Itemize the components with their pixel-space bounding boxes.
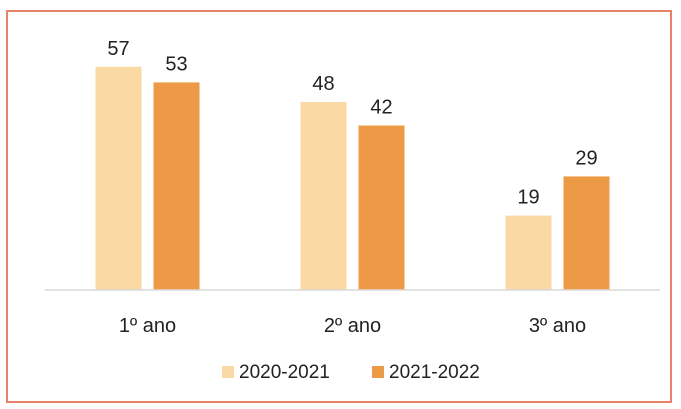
bar-2020-2021-1 bbox=[95, 66, 142, 290]
bars-layer bbox=[95, 66, 610, 291]
bar-2021-2022-3 bbox=[563, 176, 610, 290]
labels-layer: 57 53 1º ano 48 42 2º ano 19 29 3º ano bbox=[107, 38, 597, 337]
data-label: 57 bbox=[107, 38, 129, 60]
category-label: 3º ano bbox=[529, 315, 586, 337]
legend-label: 2020-2021 bbox=[239, 362, 330, 383]
category-label: 1º ano bbox=[119, 315, 176, 337]
data-label: 53 bbox=[165, 53, 187, 75]
data-label: 42 bbox=[370, 97, 392, 119]
legend-swatch bbox=[372, 366, 384, 378]
bar-2020-2021-3 bbox=[505, 215, 552, 290]
legend-swatch bbox=[222, 366, 234, 378]
legend-label: 2021-2022 bbox=[389, 362, 480, 383]
bar-2021-2022-2 bbox=[358, 125, 405, 290]
bar-2021-2022-1 bbox=[153, 82, 200, 291]
data-label: 29 bbox=[575, 147, 597, 169]
bar-2020-2021-2 bbox=[300, 102, 347, 290]
data-label: 48 bbox=[312, 73, 334, 95]
legend: 2020-2021 2021-2022 bbox=[222, 362, 480, 383]
data-label: 19 bbox=[517, 187, 539, 209]
category-label: 2º ano bbox=[324, 315, 381, 337]
